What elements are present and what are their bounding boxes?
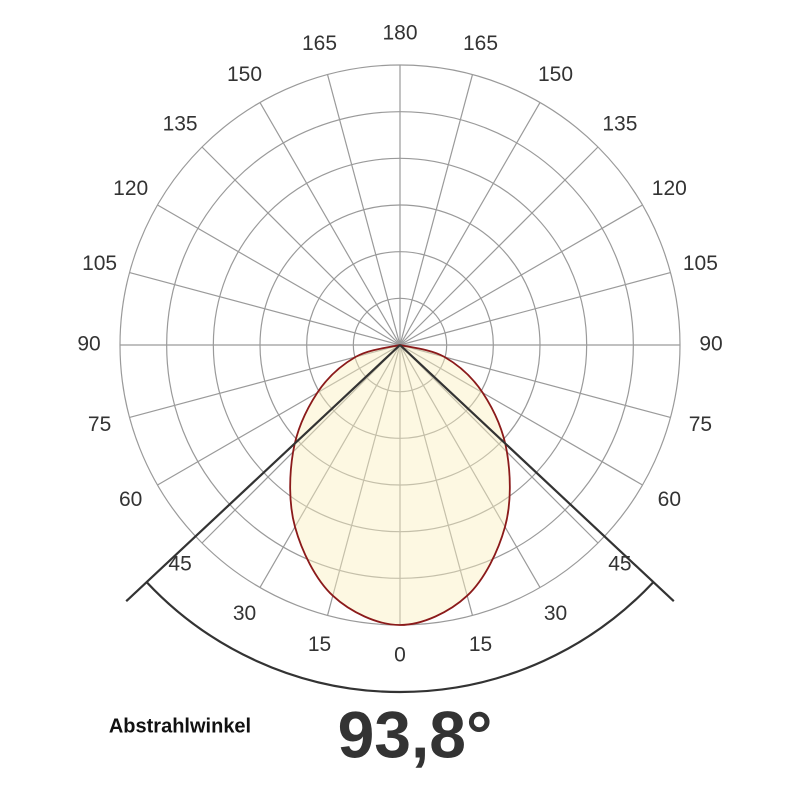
theta-tick-label: 60 [658,488,681,511]
theta-tick-label: 180 [382,22,417,45]
intensity-curve [289,344,511,626]
grid-spoke [129,271,401,346]
grid-spoke [399,344,599,544]
grid-spoke [326,344,401,616]
theta-tick-label: 90 [77,333,100,356]
theta-tick-label: 135 [602,113,637,136]
beam-angle-value: 93,8° [338,697,493,771]
theta-tick-label: 90 [699,333,722,356]
grid-spoke [399,146,599,346]
grid-spoke [326,74,401,346]
theta-tick-label: 30 [233,602,256,625]
grid-spoke [399,344,541,588]
theta-tick-label: 165 [302,32,337,55]
grid-spoke [201,146,401,346]
theta-tick-label: 75 [88,413,111,436]
beam-line [399,344,675,603]
theta-tick-label: 150 [538,63,573,86]
theta-tick-label: 165 [463,32,498,55]
theta-tick-label: 30 [544,602,567,625]
theta-tick-label: 60 [119,488,142,511]
grid-spoke [399,74,474,346]
theta-tick-label: 135 [163,113,198,136]
grid-spoke [399,344,474,616]
grid-spoke [157,344,401,486]
theta-tick-label: 45 [168,552,191,575]
grid-spoke [259,102,401,346]
grid-spoke [157,204,401,346]
grid-spoke [399,204,643,346]
theta-tick-label: 75 [689,413,712,436]
theta-tick-label: 120 [113,177,148,200]
theta-tick-label: 45 [608,552,631,575]
beam-arc [145,581,655,694]
grid-spoke [259,344,401,588]
theta-tick-label: 105 [683,252,718,275]
grid-spoke [201,344,401,544]
theta-tick-label: 105 [82,252,117,275]
theta-tick-label: 15 [308,633,331,656]
grid-spoke [399,102,541,346]
theta-tick-label: 15 [469,633,492,656]
theta-tick-label: 0 [394,644,406,667]
beam-label: Abstrahlwinkel [109,715,251,737]
theta-tick-label: 150 [227,63,262,86]
grid-spoke [399,344,643,486]
theta-tick-label: 120 [652,177,687,200]
beam-line [125,344,401,603]
grid-spoke [399,271,671,346]
